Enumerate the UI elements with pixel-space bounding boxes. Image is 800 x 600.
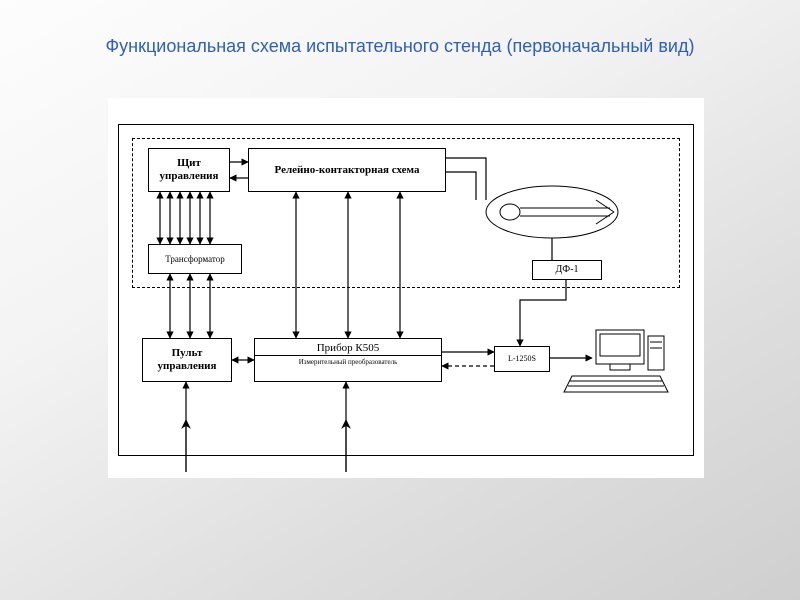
- computer-icon: [564, 330, 668, 392]
- diagram-svg: [0, 0, 800, 600]
- motor-icon: [486, 186, 618, 238]
